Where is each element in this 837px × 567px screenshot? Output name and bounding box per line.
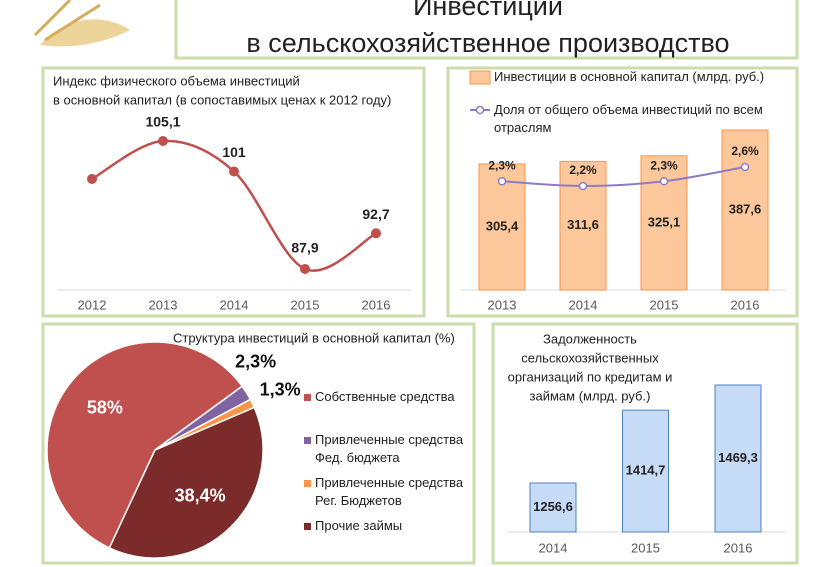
x-tick-label: 2016: [362, 297, 391, 312]
pie-slice: [46, 341, 244, 549]
legend-label: Прочие займы: [315, 518, 403, 533]
bar: [714, 384, 762, 533]
data-label: 38,4%: [175, 485, 226, 505]
data-label: 2,3%: [235, 352, 276, 372]
point: [578, 181, 588, 191]
point: [659, 177, 669, 186]
chart-title: Индекс физического объема инвестиций: [53, 73, 300, 88]
point: [158, 136, 168, 146]
x-tick-label: 2016: [724, 540, 753, 555]
data-label: 2,6%: [731, 144, 759, 158]
data-label: 58%: [87, 398, 123, 418]
legend-label-box: Доля от общего объема инвестиций по всем…: [494, 102, 763, 135]
point: [229, 166, 239, 177]
page-title: Инвестиции: [413, 0, 563, 21]
legend-label-box: Инвестиции в основной капитал (млрд. руб…: [494, 69, 765, 84]
point: [371, 228, 381, 239]
legend-label-box: Собственные средства: [315, 389, 455, 404]
x-tick-label: 2015: [291, 297, 320, 312]
data-label: 2,2%: [569, 163, 597, 177]
legend-label: Инвестиции в основной капитал (млрд. руб…: [494, 69, 765, 84]
data-label: 1256,6: [533, 499, 573, 514]
x-tick-label: 2014: [539, 540, 568, 555]
legend-swatch: [304, 394, 311, 401]
data-label: 387,6: [729, 201, 762, 216]
pie-slice: [108, 406, 264, 559]
x-tick-label: 2015: [631, 540, 660, 555]
chart-title: займам (млрд. руб.): [530, 388, 651, 403]
chart-title: сельскохозяйственных: [521, 350, 659, 365]
data-label: 105,1: [145, 114, 180, 130]
legend-swatch: [304, 523, 311, 530]
x-tick-label: 2013: [149, 297, 178, 312]
x-tick-label: 2014: [220, 297, 249, 312]
point: [497, 177, 507, 186]
legend-label-box: Привлеченные средства Рег. Бюджетов: [315, 475, 464, 508]
x-tick-label: 2015: [650, 297, 679, 312]
point: [740, 162, 750, 172]
bar: [559, 160, 607, 291]
line: [501, 166, 746, 188]
page-title: в сельскохозяйственное производство: [246, 28, 729, 58]
data-label: 1414,7: [626, 463, 666, 478]
data-label: 2,3%: [488, 158, 516, 172]
data-label: 311,6: [567, 217, 599, 232]
chart-title: в основной капитал (в сопоставимых ценах…: [53, 92, 391, 107]
legend-label: Привлеченные средства Рег. Бюджетов: [315, 475, 464, 508]
data-label: 325,1: [648, 214, 681, 229]
legend-swatch: [475, 105, 485, 115]
chart-title: Структура инвестиций в основной капитал …: [173, 330, 455, 345]
data-label: 87,9: [291, 240, 318, 256]
x-tick-label: 2013: [488, 297, 517, 312]
legend-swatch: [304, 480, 311, 487]
data-label: 2,3%: [650, 158, 678, 172]
header-box: [174, 0, 799, 60]
data-label: 92,7: [362, 206, 389, 222]
legend-swatch: [469, 70, 491, 85]
legend-label: Собственные средства: [315, 389, 455, 404]
point: [87, 173, 97, 184]
point: [300, 264, 310, 274]
chart-title: Задолженность: [543, 331, 637, 346]
x-tick-label: 2012: [78, 297, 107, 312]
chart-title: организаций по кредитам и: [508, 369, 673, 384]
data-label: 1,3%: [260, 379, 301, 399]
bar: [721, 129, 769, 291]
legend-swatch: [304, 437, 311, 444]
panel: [41, 66, 426, 318]
legend-label-box: Прочие займы: [315, 518, 403, 533]
legend-label: Доля от общего объема инвестиций по всем…: [494, 102, 763, 135]
legend-label-box: Привлеченные средства Фед. бюджета: [315, 432, 464, 465]
bar: [622, 409, 669, 533]
decoration: [33, 0, 130, 47]
bar: [529, 482, 577, 533]
legend-label: Привлеченные средства Фед. бюджета: [315, 432, 464, 465]
data-label: 1469,3: [718, 450, 758, 465]
data-label: 101: [222, 144, 246, 160]
x-tick-label: 2014: [569, 297, 598, 312]
x-tick-label: 2016: [731, 297, 760, 312]
data-label: 305,4: [486, 218, 519, 233]
